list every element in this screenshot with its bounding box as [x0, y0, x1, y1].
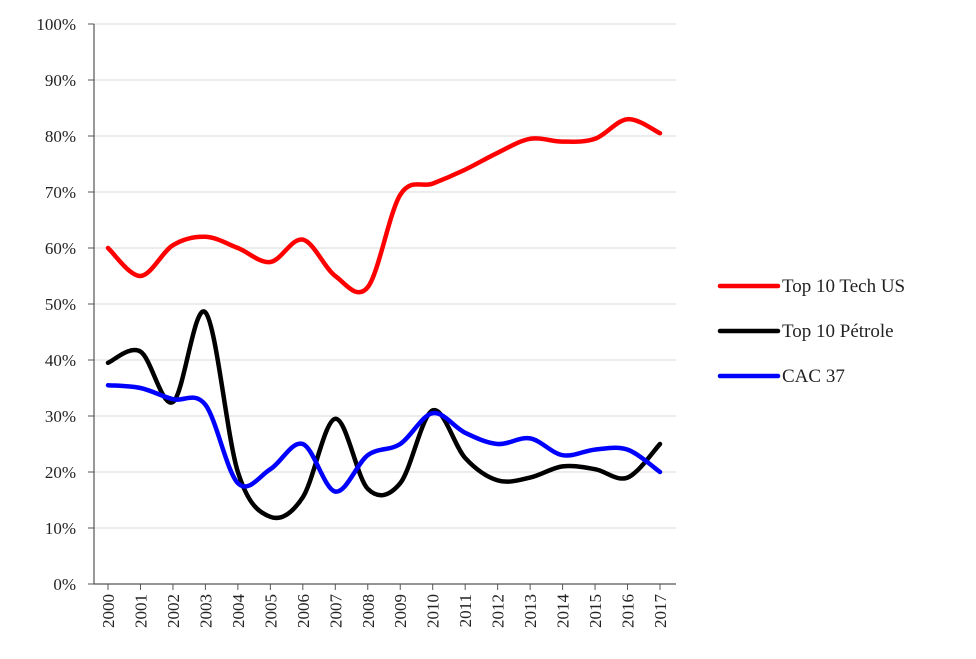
y-tick-label: 20%: [45, 463, 76, 482]
legend-item: Top 10 Tech US: [717, 276, 905, 297]
y-tick-label: 50%: [45, 295, 76, 314]
y-tick-label: 80%: [45, 127, 76, 146]
gridlines: [88, 23, 676, 585]
axes: [93, 24, 676, 590]
y-tick-label: 10%: [45, 519, 76, 538]
legend-label: CAC 37: [782, 366, 845, 387]
x-tick-label: 2000: [99, 594, 118, 628]
legend-label: Top 10 Tech US: [782, 276, 905, 297]
x-tick-label: 2010: [424, 594, 443, 628]
legend: Top 10 Tech US Top 10 Pétrole CAC 37: [717, 276, 905, 387]
series-line-0: [105, 116, 663, 295]
x-tick-label: 2014: [554, 594, 573, 629]
y-tick-label: 0%: [53, 575, 76, 594]
x-tick-label: 2007: [326, 594, 345, 629]
y-tick-label: 40%: [45, 351, 76, 370]
series-line-1: [105, 309, 663, 521]
x-tick-label: 2013: [521, 594, 540, 628]
x-tick-label: 2003: [196, 594, 215, 628]
x-axis-tick-labels: 2000 2001 2002 2003 2004 2005 2006 2007 2008 2009…: [99, 594, 670, 629]
x-tick-label: 2002: [164, 594, 183, 628]
x-tick-label: 2006: [294, 594, 313, 628]
legend-item: CAC 37: [717, 366, 845, 387]
x-tick-label: 2015: [586, 594, 605, 628]
y-tick-label: 100%: [36, 15, 76, 34]
series-line-2: [105, 382, 663, 494]
y-tick-label: 60%: [45, 239, 76, 258]
x-tick-label: 2005: [261, 594, 280, 628]
x-tick-label: 2008: [359, 594, 378, 628]
x-tick-label: 2001: [131, 594, 150, 628]
x-tick-label: 2017: [651, 594, 670, 629]
x-tick-label: 2004: [229, 594, 248, 629]
legend-item: Top 10 Pétrole: [717, 321, 894, 342]
y-tick-label: 70%: [45, 183, 76, 202]
x-tick-label: 2012: [489, 594, 508, 628]
x-tick-label: 2011: [456, 594, 475, 627]
y-axis-tick-labels: 0% 10% 20% 30% 40% 50% 60% 70% 80% 90% 100%: [36, 15, 76, 594]
x-tick-label: 2009: [391, 594, 410, 628]
y-tick-label: 90%: [45, 71, 76, 90]
y-tick-label: 30%: [45, 407, 76, 426]
legend-label: Top 10 Pétrole: [782, 321, 894, 342]
x-tick-label: 2016: [619, 594, 638, 628]
series-lines: [105, 116, 663, 521]
